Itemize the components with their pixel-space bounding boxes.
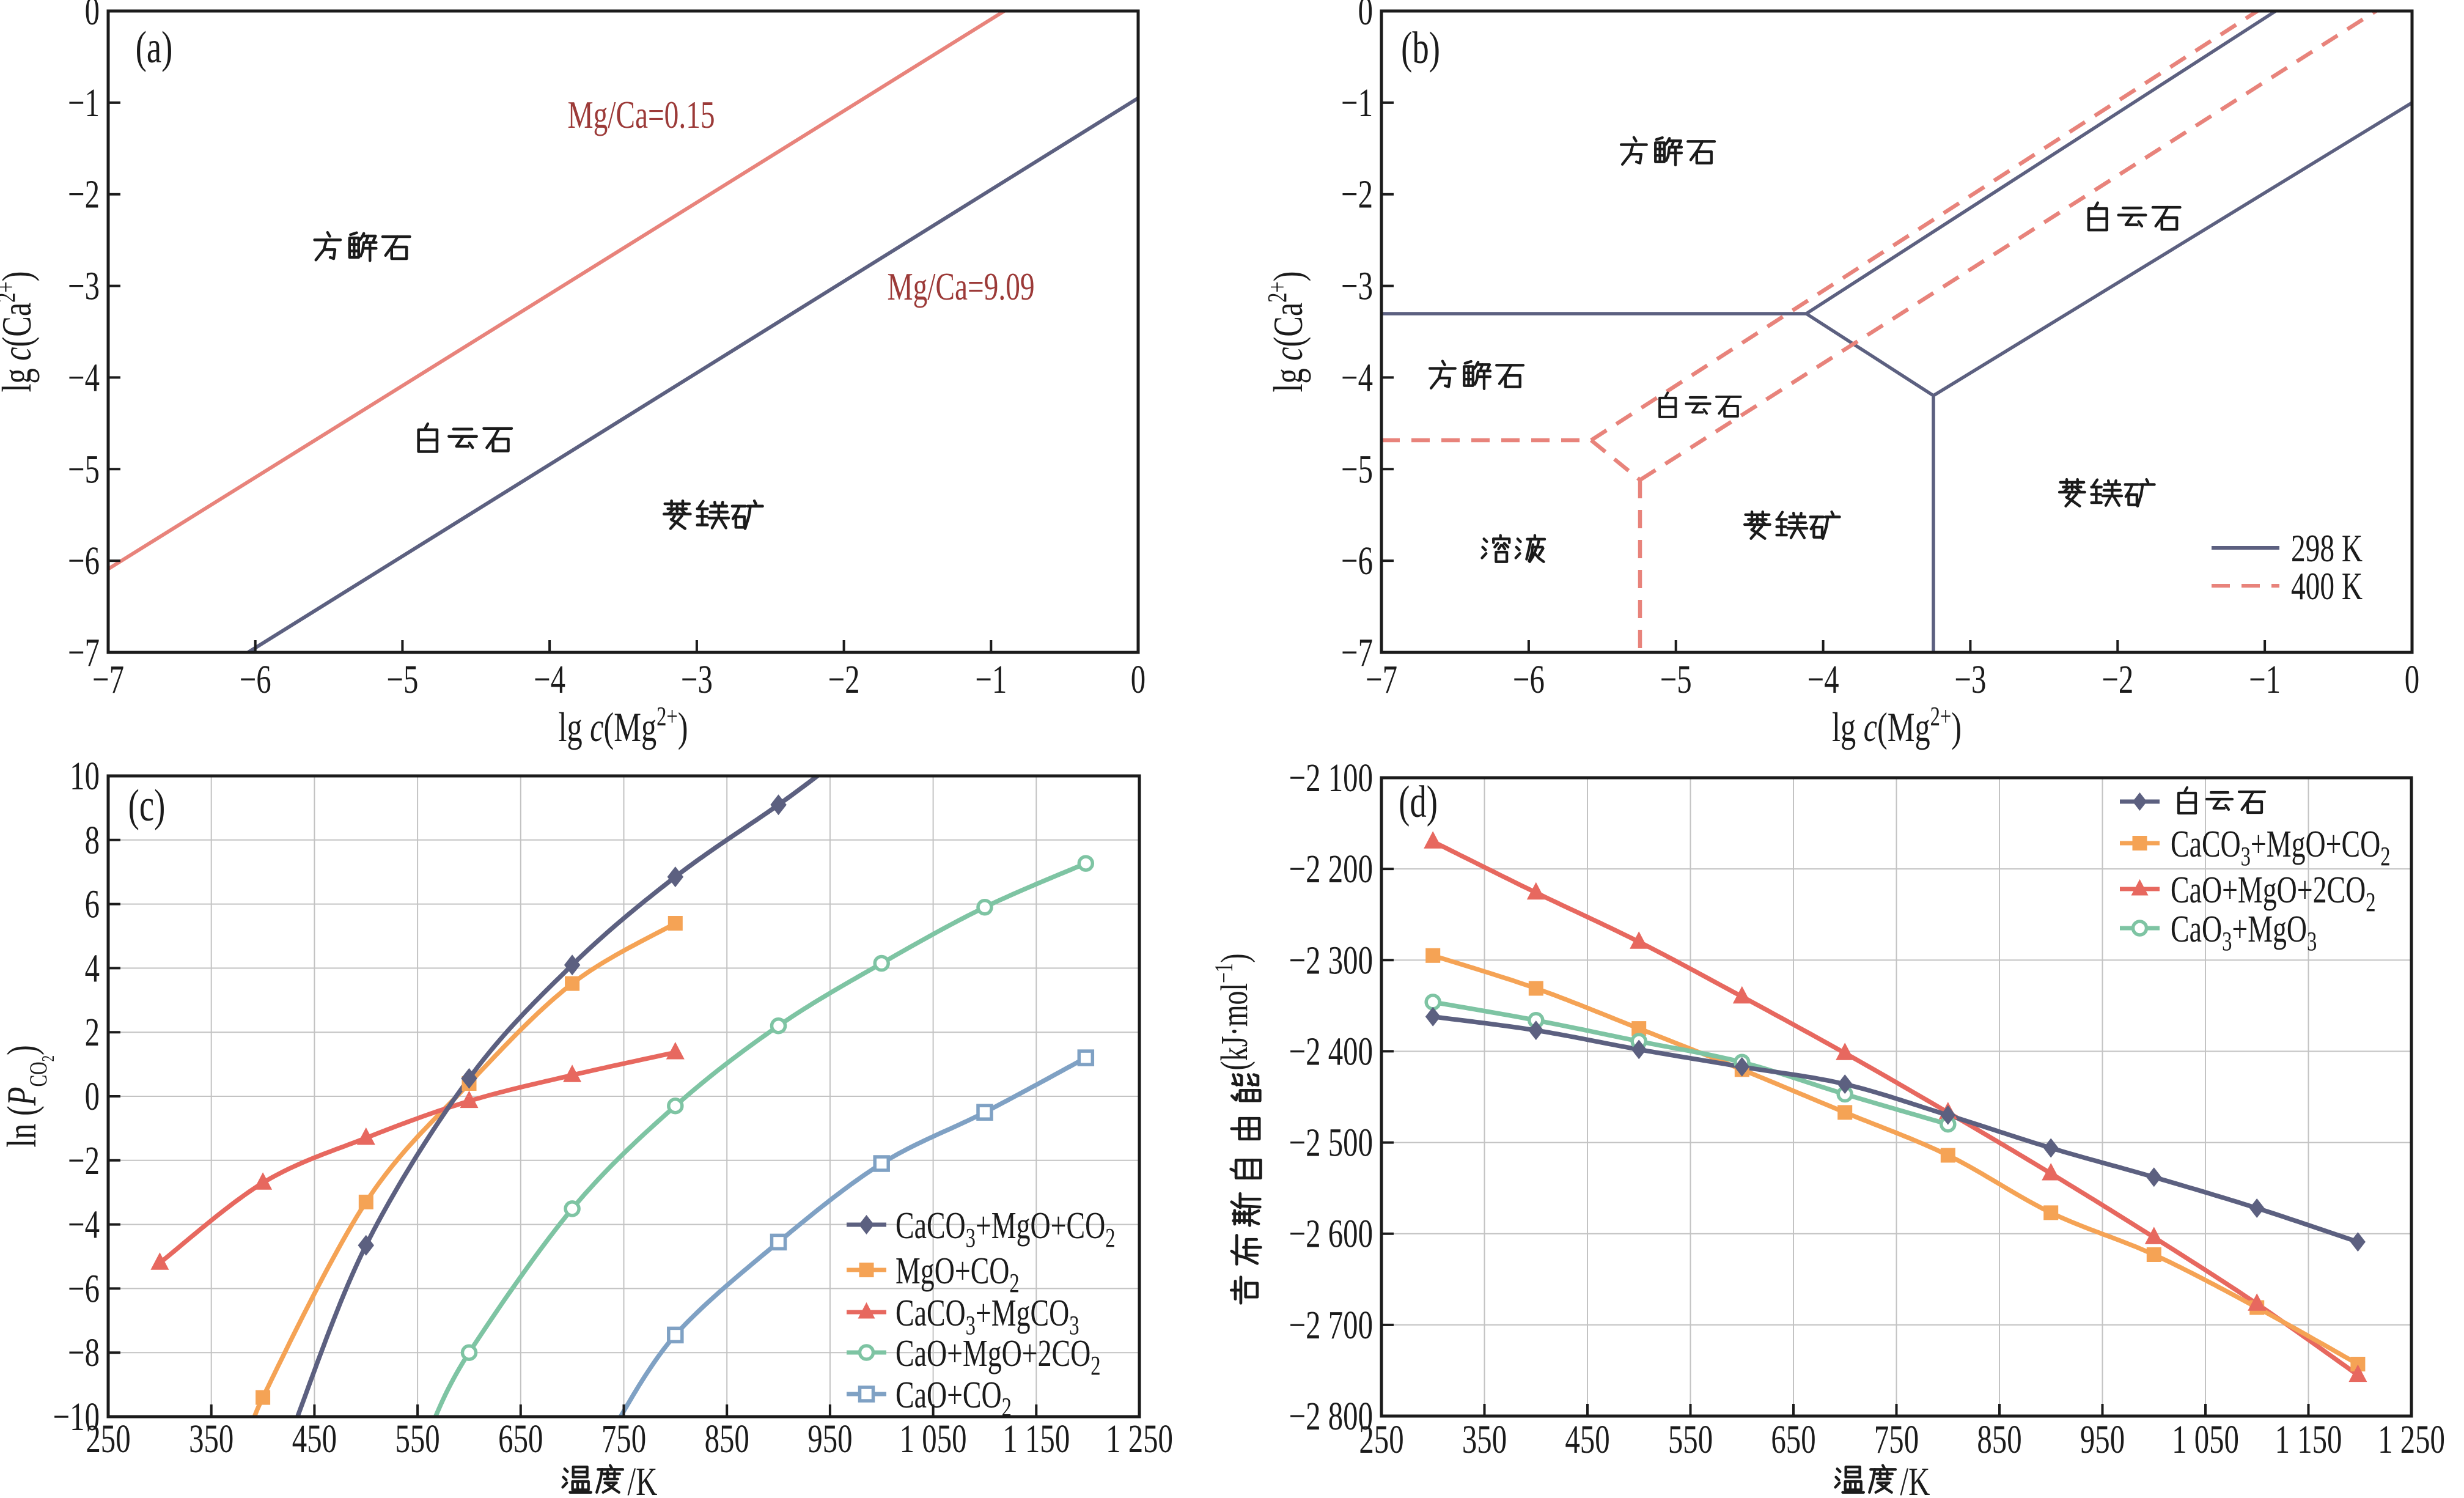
svg-text:Mg/Ca=0.15: Mg/Ca=0.15	[567, 94, 715, 136]
svg-text:−5: −5	[386, 657, 418, 702]
svg-text:1 050: 1 050	[2172, 1417, 2239, 1462]
svg-text:(b): (b)	[1401, 23, 1440, 73]
svg-text:550: 550	[395, 1416, 439, 1461]
svg-text:CaO+MgO+2CO2: CaO+MgO+2CO2	[895, 1332, 1101, 1381]
svg-text:−2 400: −2 400	[1289, 1028, 1373, 1074]
svg-text:−4: −4	[1341, 355, 1373, 400]
svg-text:−2 800: −2 800	[1289, 1393, 1373, 1439]
svg-text:950: 950	[807, 1416, 852, 1461]
svg-text:CaO+MgO+2CO2: CaO+MgO+2CO2	[2171, 868, 2376, 917]
svg-text:−2: −2	[68, 172, 100, 217]
svg-text:lg c(Mg2+): lg c(Mg2+)	[558, 702, 688, 750]
svg-text:−1: −1	[2249, 657, 2281, 702]
svg-text:−6: −6	[68, 538, 100, 583]
svg-text:350: 350	[189, 1416, 234, 1461]
svg-text:650: 650	[498, 1416, 543, 1461]
svg-text:CaO3+MgO3: CaO3+MgO3	[2171, 907, 2317, 956]
svg-text:lg c(Mg2+): lg c(Mg2+)	[1832, 702, 1962, 750]
svg-text:lg c(Ca2+): lg c(Ca2+)	[1263, 271, 1311, 392]
svg-text:298 K: 298 K	[2291, 527, 2363, 570]
svg-text:−3: −3	[681, 657, 713, 702]
svg-text:0: 0	[85, 0, 100, 34]
svg-text:−7: −7	[1341, 630, 1373, 675]
svg-text:550: 550	[1668, 1417, 1713, 1462]
svg-text:0: 0	[2405, 657, 2419, 702]
svg-text:(kJ·mol−1): (kJ·mol−1)	[1209, 953, 1255, 1070]
svg-text:−1: −1	[1341, 80, 1373, 125]
svg-text:−2: −2	[828, 657, 860, 702]
svg-text:6: 6	[85, 881, 100, 926]
svg-text:−2: −2	[2102, 657, 2133, 702]
svg-text:−2: −2	[68, 1138, 100, 1183]
svg-text:8: 8	[85, 817, 100, 863]
svg-text:−3: −3	[1341, 263, 1373, 308]
svg-text:1 150: 1 150	[1002, 1416, 1070, 1461]
svg-text:lg c(Ca2+): lg c(Ca2+)	[0, 271, 40, 392]
svg-text:/K: /K	[1900, 1459, 1930, 1498]
svg-text:−4: −4	[534, 657, 565, 702]
svg-text:650: 650	[1771, 1417, 1815, 1462]
svg-text:850: 850	[705, 1416, 749, 1461]
svg-text:(a): (a)	[136, 23, 173, 73]
svg-text:250: 250	[86, 1416, 130, 1461]
svg-text:−10: −10	[53, 1394, 100, 1439]
svg-text:−5: −5	[1341, 446, 1373, 492]
svg-text:−5: −5	[68, 446, 100, 492]
svg-text:−1: −1	[68, 80, 100, 125]
svg-text:950: 950	[2080, 1417, 2125, 1462]
svg-text:350: 350	[1462, 1417, 1507, 1462]
svg-text:−4: −4	[68, 1201, 100, 1247]
svg-text:(c): (c)	[128, 781, 166, 831]
svg-text:−4: −4	[68, 355, 100, 400]
svg-text:−3: −3	[68, 263, 100, 308]
svg-text:/K: /K	[628, 1459, 658, 1498]
svg-text:1 250: 1 250	[1106, 1416, 1173, 1461]
svg-text:CaCO3+MgCO3: CaCO3+MgCO3	[895, 1291, 1079, 1340]
svg-text:MgO+CO2: MgO+CO2	[895, 1249, 1020, 1298]
svg-text:−1: −1	[975, 657, 1007, 702]
svg-text:−8: −8	[68, 1330, 100, 1375]
svg-text:10: 10	[70, 753, 100, 799]
svg-text:750: 750	[1874, 1417, 1919, 1462]
svg-text:250: 250	[1359, 1417, 1403, 1462]
svg-text:2: 2	[85, 1009, 100, 1055]
svg-text:−6: −6	[68, 1266, 100, 1311]
svg-text:0: 0	[1358, 0, 1373, 34]
svg-text:850: 850	[1977, 1417, 2021, 1462]
svg-text:−2: −2	[1341, 172, 1373, 217]
svg-text:−2 600: −2 600	[1289, 1211, 1373, 1256]
svg-text:1 250: 1 250	[2378, 1417, 2445, 1462]
svg-text:Mg/Ca=9.09: Mg/Ca=9.09	[887, 265, 1034, 308]
svg-text:−2 700: −2 700	[1289, 1302, 1373, 1348]
svg-text:0: 0	[1131, 657, 1146, 702]
svg-text:−7: −7	[92, 657, 124, 702]
svg-text:450: 450	[1565, 1417, 1609, 1462]
svg-text:ln (PCO2): ln (PCO2)	[0, 1045, 58, 1147]
svg-text:−2 100: −2 100	[1289, 755, 1373, 800]
svg-text:−7: −7	[1366, 657, 1397, 702]
svg-text:450: 450	[292, 1416, 337, 1461]
svg-text:CaCO3+MgO+CO2: CaCO3+MgO+CO2	[895, 1204, 1115, 1253]
svg-text:−6: −6	[240, 657, 271, 702]
svg-text:4: 4	[85, 945, 100, 991]
svg-text:1 150: 1 150	[2275, 1417, 2342, 1462]
svg-text:−5: −5	[1660, 657, 1692, 702]
svg-text:(d): (d)	[1399, 777, 1438, 827]
svg-text:−3: −3	[1954, 657, 1986, 702]
svg-text:−4: −4	[1808, 657, 1839, 702]
svg-text:−2 500: −2 500	[1289, 1120, 1373, 1165]
svg-text:−2 300: −2 300	[1289, 937, 1373, 983]
svg-text:−6: −6	[1513, 657, 1545, 702]
svg-text:0: 0	[85, 1074, 100, 1119]
svg-text:1 050: 1 050	[900, 1416, 967, 1461]
svg-text:CaCO3+MgO+CO2: CaCO3+MgO+CO2	[2171, 822, 2390, 871]
svg-text:−7: −7	[68, 630, 100, 675]
svg-text:−6: −6	[1341, 538, 1373, 583]
svg-text:400 K: 400 K	[2291, 565, 2363, 608]
svg-text:CaO+CO2: CaO+CO2	[895, 1373, 1012, 1422]
svg-text:−2 200: −2 200	[1289, 846, 1373, 891]
svg-text:750: 750	[601, 1416, 646, 1461]
